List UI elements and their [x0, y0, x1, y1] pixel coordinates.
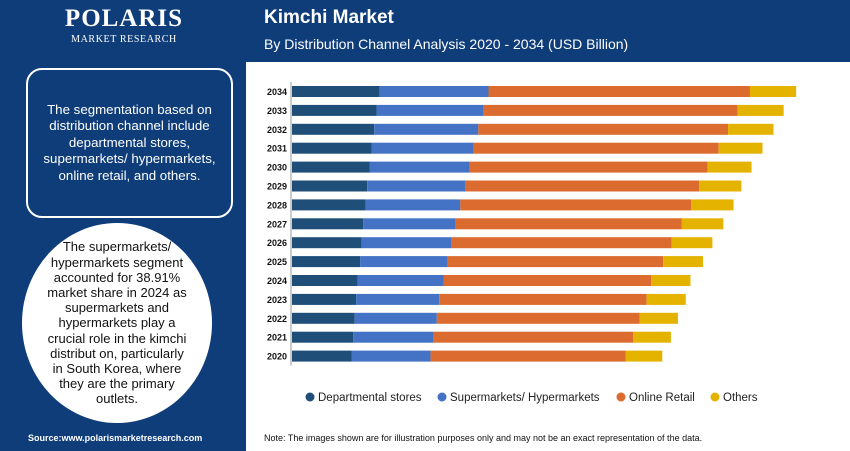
y-tick-label: 2021 — [267, 333, 287, 343]
bar-segment — [365, 199, 461, 211]
bar-segment — [292, 180, 368, 192]
brand-tagline: MARKET RESEARCH — [71, 34, 177, 45]
segmentation-box: The segmentation based on distribution c… — [26, 68, 233, 218]
legend-label: Departmental stores — [318, 392, 422, 404]
bar-segment — [292, 218, 364, 230]
chart-title: Kimchi Market — [264, 7, 394, 28]
y-tick-label: 2024 — [267, 276, 287, 286]
bar-segment — [488, 86, 750, 97]
bar-segment — [737, 104, 784, 116]
y-tick-label: 2028 — [267, 200, 287, 210]
bar-segment — [625, 350, 663, 362]
bar-segment — [371, 142, 474, 154]
bar-segment — [691, 199, 734, 211]
bar-segment — [292, 312, 355, 324]
bar-segment — [455, 218, 682, 230]
y-tick-label: 2020 — [267, 352, 287, 362]
bar-segment — [430, 350, 626, 362]
y-tick-label: 2029 — [267, 182, 287, 192]
legend-marker — [437, 392, 447, 402]
bar-segment — [376, 104, 484, 116]
note-band — [246, 428, 850, 451]
header-band — [246, 0, 850, 62]
bar-segment — [460, 199, 692, 211]
bar-segment — [356, 293, 440, 305]
bar-segment — [478, 123, 729, 135]
y-tick-label: 2025 — [267, 257, 287, 267]
bar-segment — [292, 275, 358, 286]
bar-segment — [369, 161, 470, 173]
bar-segment — [363, 218, 456, 230]
bar-segment — [469, 161, 708, 173]
legend-marker — [305, 392, 315, 402]
bar-segment — [639, 312, 678, 324]
bar-segment — [292, 256, 361, 268]
y-tick-label: 2026 — [267, 238, 287, 248]
bar-segment — [353, 331, 434, 343]
bar-segment — [447, 256, 664, 268]
bar-segment — [718, 142, 763, 154]
legend-label: Supermarkets/ Hypermarkets — [450, 392, 600, 404]
highlight-text: The supermarkets/ hypermarkets segment a… — [47, 239, 187, 407]
bar-segment — [633, 331, 671, 343]
bar-segment — [728, 123, 774, 135]
bar-segment — [292, 104, 377, 116]
bar-segment — [483, 104, 738, 116]
bar-segment — [361, 237, 452, 249]
bar-segment — [292, 350, 352, 362]
y-tick-label: 2031 — [267, 144, 287, 154]
bar-segment — [292, 161, 370, 173]
bar-segment — [292, 199, 366, 211]
legend-marker — [710, 392, 720, 402]
source-text: Source:www.polarismarketresearch.com — [28, 433, 203, 443]
bar-segment — [292, 123, 375, 135]
bar-segment — [451, 237, 672, 249]
bar-segment — [699, 180, 742, 192]
bar-segment — [292, 293, 357, 305]
legend-label: Others — [723, 392, 758, 404]
bar-segment — [436, 312, 640, 324]
y-tick-label: 2027 — [267, 219, 287, 229]
bar-segment — [367, 180, 466, 192]
chart-subtitle: By Distribution Channel Analysis 2020 - … — [264, 36, 629, 52]
y-tick-label: 2032 — [267, 125, 287, 135]
legend-label: Online Retail — [629, 392, 695, 404]
bar-segment — [351, 350, 431, 362]
bar-segment — [465, 180, 700, 192]
bar-segment — [707, 161, 752, 173]
bar-segment — [439, 293, 647, 305]
bar-segment — [357, 275, 444, 286]
bar-segment — [292, 237, 362, 249]
legend-marker — [616, 392, 626, 402]
y-tick-label: 2023 — [267, 295, 287, 305]
segmentation-text: The segmentation based on distribution c… — [43, 101, 216, 183]
bar-segment — [681, 218, 724, 230]
bar-segment — [292, 86, 380, 97]
note-text: Note: The images shown are for illustrat… — [264, 433, 703, 443]
bar-segment — [374, 123, 479, 135]
bar-segment — [749, 86, 797, 97]
bar-segment — [360, 256, 448, 268]
stacked-bar-chart: 2034 2033 2032 2031 2030 2029 2028 2027 2026 2025… — [267, 82, 797, 404]
bar-segment — [663, 256, 703, 268]
brand-name: POLARIS — [64, 5, 184, 32]
bar-segment — [433, 331, 634, 343]
y-tick-label: 2034 — [267, 87, 287, 97]
bar-segment — [473, 142, 719, 154]
bar-segment — [292, 142, 372, 154]
bar-segment — [646, 293, 686, 305]
y-tick-label: 2022 — [267, 314, 287, 324]
bar-segment — [671, 237, 713, 249]
bar-segment — [651, 275, 691, 286]
bar-segment — [379, 86, 489, 97]
bar-segment — [354, 312, 437, 324]
y-tick-label: 2033 — [267, 106, 287, 116]
y-tick-label: 2030 — [267, 163, 287, 173]
bar-segment — [443, 275, 652, 286]
brand-logo: POLARIS MARKET RESEARCH — [62, 6, 186, 46]
bar-segment — [292, 331, 354, 343]
highlight-circle: The supermarkets/ hypermarkets segment a… — [22, 223, 212, 423]
